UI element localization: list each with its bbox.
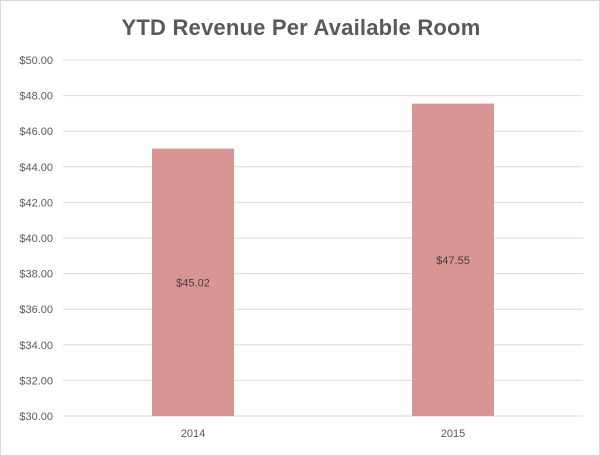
y-tick-label: $40.00 (19, 233, 53, 245)
bar-2014 (152, 148, 234, 417)
y-tick-label: $30.00 (19, 411, 53, 423)
y-tick-label: $46.00 (19, 126, 53, 138)
y-tick-label: $38.00 (19, 269, 53, 281)
x-tick-label: 2015 (441, 428, 465, 440)
y-tick-label: $36.00 (19, 304, 53, 316)
bar-2015 (412, 103, 494, 417)
x-tick-label: 2014 (181, 428, 205, 440)
y-tick-label: $44.00 (19, 162, 53, 174)
chart-title: YTD Revenue Per Available Room (121, 15, 481, 40)
y-tick-label: $42.00 (19, 197, 53, 209)
y-tick-label: $50.00 (19, 55, 53, 67)
data-label-2015: $47.55 (436, 255, 470, 267)
y-tick-label: $48.00 (19, 91, 53, 103)
y-tick-label: $34.00 (19, 340, 53, 352)
y-tick-label: $32.00 (19, 375, 53, 387)
data-label-2014: $45.02 (176, 277, 210, 289)
